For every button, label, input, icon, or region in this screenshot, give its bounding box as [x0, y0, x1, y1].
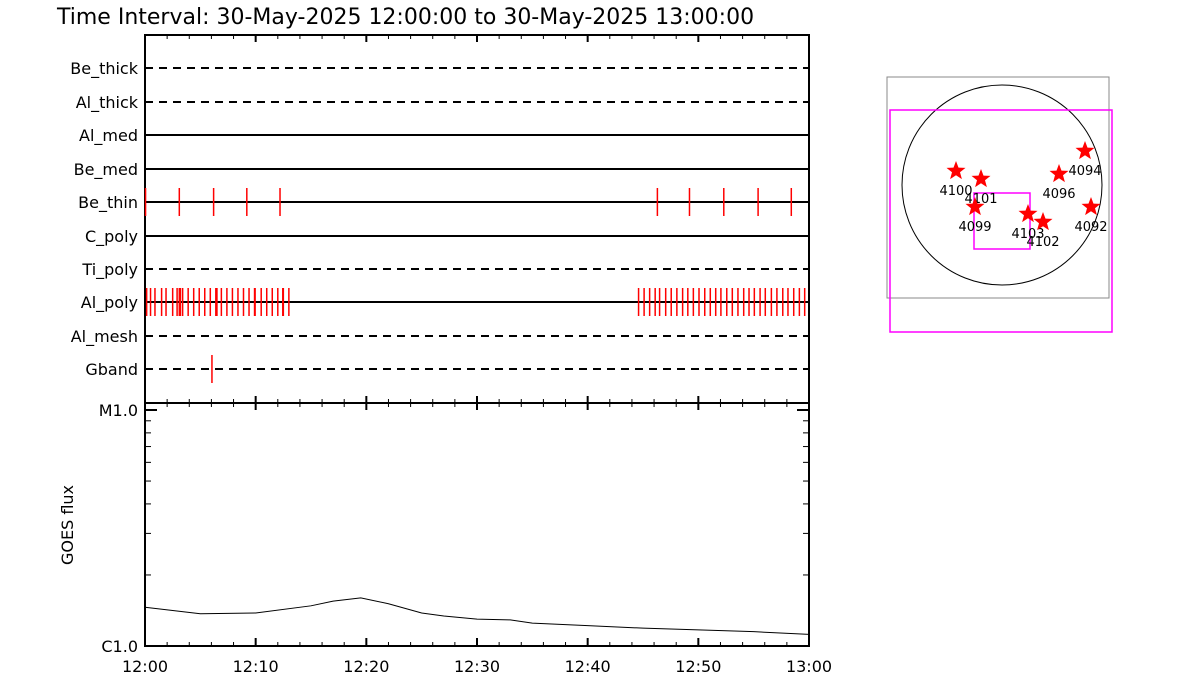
filter-label-Be_thin: Be_thin	[78, 193, 138, 213]
active-region-star-icon	[1018, 204, 1038, 223]
active-region-label: 4102	[1026, 235, 1059, 250]
filter-label-Al_med: Al_med	[79, 126, 138, 146]
xrt-fov-box	[889, 109, 1113, 333]
active-region-label: 4103	[1011, 227, 1044, 242]
timeline-frame	[144, 34, 810, 404]
filter-label-Al_poly: Al_poly	[81, 293, 138, 313]
goes-frame	[144, 402, 810, 647]
x-tick-label: 12:20	[343, 657, 389, 676]
filter-label-Ti_poly: Ti_poly	[81, 260, 138, 280]
filter-label-Gband: Gband	[85, 360, 138, 379]
plot-title: Time Interval: 30-May-2025 12:00:00 to 3…	[56, 5, 754, 30]
active-region-star-icon	[1081, 197, 1101, 216]
filter-label-C_poly: C_poly	[85, 227, 138, 247]
active-region-star-icon	[1075, 141, 1095, 160]
y-tick-label: M1.0	[99, 401, 138, 420]
solar-disk	[901, 84, 1103, 286]
y-tick-label: C1.0	[101, 637, 138, 656]
target-fov-box	[973, 192, 1031, 250]
outer-fov-box	[886, 76, 1110, 299]
active-region-label: 4100	[939, 184, 972, 199]
x-tick-label: 12:30	[454, 657, 500, 676]
x-tick-label: 12:50	[675, 657, 721, 676]
goes-flux-curve	[144, 597, 810, 635]
active-region-star-icon	[1033, 212, 1053, 231]
x-tick-label: 12:10	[233, 657, 279, 676]
filter-label-Al_mesh: Al_mesh	[71, 327, 138, 347]
active-region-label: 4099	[958, 220, 991, 235]
filter-label-Al_thick: Al_thick	[76, 93, 139, 113]
active-region-label: 4092	[1074, 220, 1107, 235]
active-region-star-icon	[965, 197, 985, 216]
active-region-star-icon	[1049, 164, 1069, 183]
active-region-star-icon	[971, 169, 991, 188]
active-region-label: 4096	[1042, 187, 1075, 202]
x-tick-label: 12:40	[565, 657, 611, 676]
active-region-label: 4094	[1068, 164, 1101, 179]
active-region-star-icon	[946, 161, 966, 180]
filter-label-Be_med: Be_med	[74, 160, 138, 180]
x-tick-label: 13:00	[786, 657, 832, 676]
x-tick-label: 12:00	[122, 657, 168, 676]
y-axis-label: GOES flux	[58, 485, 77, 565]
filter-label-Be_thick: Be_thick	[70, 59, 138, 79]
